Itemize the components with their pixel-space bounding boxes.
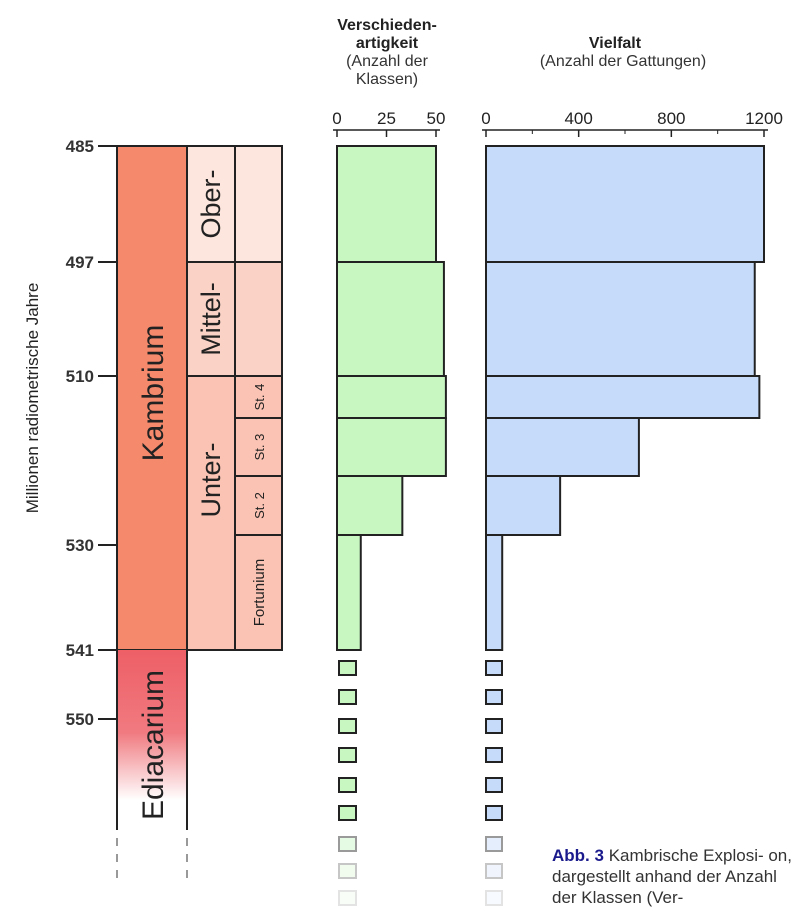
epoch-subcell xyxy=(234,145,283,263)
bar xyxy=(485,375,761,419)
bar xyxy=(336,534,362,651)
epoch-label: Mittel- xyxy=(196,282,226,356)
variety-marker xyxy=(485,777,503,793)
stage-label: St. 4 xyxy=(252,384,267,411)
diversity-marker xyxy=(338,890,357,906)
bar xyxy=(485,534,504,651)
stage-box xyxy=(234,475,283,536)
diversity-marker xyxy=(338,718,357,734)
x-tick-label: 1200 xyxy=(745,109,783,128)
bar xyxy=(336,375,447,419)
stage-box xyxy=(234,534,283,651)
stage-label: Fortunium xyxy=(251,559,268,627)
x-tick-label: 50 xyxy=(427,109,446,128)
y-tick-label: 550 xyxy=(66,710,94,729)
period-label-kambrium: Kambrium xyxy=(137,325,170,462)
epoch-label: Ober- xyxy=(196,169,226,238)
bar xyxy=(336,475,404,536)
diversity-marker xyxy=(338,747,357,763)
timeline: Millionen radiometrische Jahre 485 497 510 5… xyxy=(23,137,283,880)
caption-label: Abb. 3 xyxy=(552,846,604,865)
diversity-marker xyxy=(338,777,357,793)
x-tick-label: 0 xyxy=(332,109,341,128)
bar xyxy=(336,261,445,377)
bar xyxy=(336,417,447,477)
diversity-marker xyxy=(338,836,357,852)
variety-marker xyxy=(485,863,503,879)
bar xyxy=(485,261,756,377)
stage-box xyxy=(234,375,283,419)
diversity-marker xyxy=(338,660,357,676)
bar xyxy=(485,417,640,477)
panel-title: Vielfalt xyxy=(589,35,642,52)
epoch-subcell xyxy=(234,261,283,377)
variety-marker xyxy=(485,747,503,763)
variety-marker xyxy=(485,689,503,705)
period-ediacarium xyxy=(117,650,187,800)
y-tick-label: 530 xyxy=(66,536,94,555)
epoch-label: Unter- xyxy=(196,442,226,517)
ediacaran-box-markers xyxy=(338,660,503,906)
bar xyxy=(485,475,562,536)
figure-caption: Abb. 3 Kambrische Explosi- on, dargestel… xyxy=(552,845,792,908)
bar xyxy=(485,145,765,263)
stage-label: St. 3 xyxy=(252,434,267,461)
period-label-ediacarium: Ediacarium xyxy=(137,670,170,820)
y-axis-title: Millionen radiometrische Jahre xyxy=(23,283,42,514)
caption-text: Kambrische Explosi- on, dargestellt anha… xyxy=(552,846,792,907)
diversity-marker xyxy=(338,805,357,821)
diversity-panel: Verschieden-artigkeit(Anzahl derKlassen)… xyxy=(332,17,447,651)
bar xyxy=(336,145,437,263)
y-tick-label: 541 xyxy=(66,641,94,660)
variety-marker xyxy=(485,805,503,821)
x-tick-label: 25 xyxy=(377,109,396,128)
stage-label: St. 2 xyxy=(252,492,267,519)
x-tick-label: 0 xyxy=(481,109,490,128)
x-tick-label: 800 xyxy=(657,109,685,128)
variety-marker xyxy=(485,718,503,734)
panel-subtitle: Klassen) xyxy=(356,71,418,88)
diversity-marker xyxy=(338,863,357,879)
y-tick-label: 510 xyxy=(66,367,94,386)
panel-subtitle: (Anzahl der Gattungen) xyxy=(540,53,706,70)
panel-subtitle: (Anzahl der xyxy=(346,53,428,70)
y-tick-label: 485 xyxy=(66,137,94,156)
panel-title: Verschieden- xyxy=(337,17,437,34)
panel-title: artigkeit xyxy=(356,35,419,52)
variety-marker xyxy=(485,890,503,906)
variety-marker xyxy=(485,836,503,852)
variety-panel: Vielfalt(Anzahl der Gattungen) 0 400 800 120… xyxy=(481,35,783,651)
epoch-box xyxy=(186,375,236,651)
y-tick-label: 497 xyxy=(66,253,94,272)
diversity-marker xyxy=(338,689,357,705)
variety-marker xyxy=(485,660,503,676)
x-tick-label: 400 xyxy=(564,109,592,128)
